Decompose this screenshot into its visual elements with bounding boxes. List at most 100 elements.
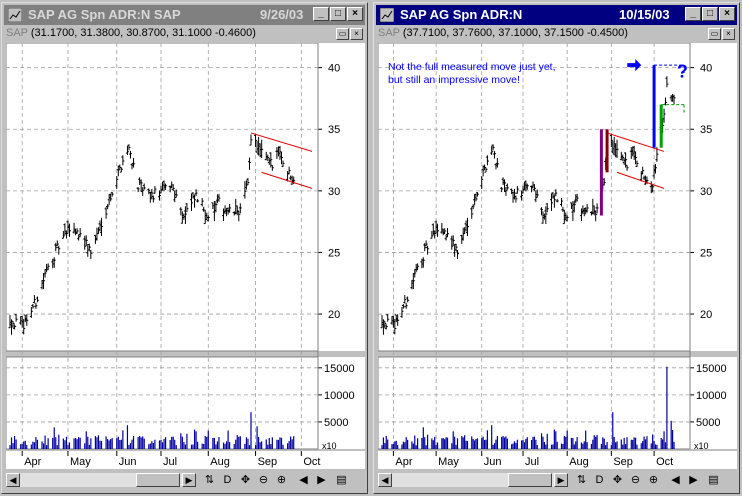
volume-unit-label: x10 <box>322 441 337 451</box>
price-tick-label: 25 <box>328 247 340 259</box>
price-volume-chart[interactable]: 20 25 30 35 40 5000 10000 15000 x10 Apr May Jun Jul A… <box>378 43 737 473</box>
chart-window-right[interactable]: SAP AG Spn ADR:N 10/15/03 _ □ × SAP (37.71… <box>373 2 740 494</box>
month-tick-label: Jun <box>119 456 137 468</box>
price-pane <box>378 43 691 352</box>
refresh-icon[interactable]: ⇅ <box>204 474 215 486</box>
scroll-thumb[interactable] <box>136 473 180 487</box>
refresh-icon[interactable]: ⇅ <box>576 474 587 486</box>
pane-restore-button[interactable]: ▭ <box>336 28 349 40</box>
month-tick-label: Sep <box>258 456 278 468</box>
scroll-left-button[interactable]: ◀ <box>6 473 20 487</box>
month-tick-label: May <box>438 456 459 468</box>
chart-window-left[interactable]: SAP AG Spn ADR:N SAP 9/26/03 _ □ × SAP (31… <box>1 2 368 494</box>
volume-tick-label: 10000 <box>324 390 355 402</box>
zoom-in-icon[interactable]: ⊕ <box>648 474 659 486</box>
price-tick-label: 40 <box>700 63 712 75</box>
prev-icon[interactable]: ◀ <box>299 474 308 486</box>
price-tick-label: 20 <box>700 309 712 321</box>
close-button[interactable]: × <box>719 7 735 21</box>
channel-upper-line <box>250 132 313 152</box>
title-bar[interactable]: SAP AG Spn ADR:N SAP 9/26/03 _ □ × <box>4 5 365 25</box>
month-tick-label: May <box>70 456 91 468</box>
minimize-button[interactable]: _ <box>685 7 701 21</box>
daily-icon[interactable]: D <box>223 474 232 486</box>
price-axis-area <box>690 43 737 351</box>
volume-tick-label: 10000 <box>696 390 727 402</box>
volume-pane <box>6 356 319 450</box>
title-bar[interactable]: SAP AG Spn ADR:N 10/15/03 _ □ × <box>376 5 737 25</box>
channel-lower-line <box>616 171 665 189</box>
bottom-toolbar: ◀ ▶ ⇅ D ✥ ⊖ ⊕ ◀ ▶ ▤ <box>6 473 363 489</box>
price-volume-chart[interactable]: 20 25 30 35 40 5000 10000 15000 x10 Apr May Jun Jul A… <box>6 43 365 473</box>
scroll-right-button[interactable]: ▶ <box>554 473 568 487</box>
price-pane-header: SAP (37.7100, 37.7600, 37.1000, 37.1500 … <box>378 27 735 42</box>
month-tick-label: Jul <box>525 456 539 468</box>
month-tick-label: Jun <box>484 456 502 468</box>
scroll-thumb[interactable] <box>508 473 552 487</box>
volume-unit-label: x10 <box>694 441 709 451</box>
annotation-line-1: Not the full measured move just yet, <box>388 61 556 73</box>
daily-icon[interactable]: D <box>595 474 604 486</box>
chart-app-icon <box>8 8 22 22</box>
time-axis-area <box>6 451 365 469</box>
prev-icon[interactable]: ◀ <box>671 474 680 486</box>
scroll-right-button[interactable]: ▶ <box>182 473 196 487</box>
price-tick-label: 35 <box>700 124 712 136</box>
window-title: SAP AG Spn ADR:N SAP <box>28 7 181 22</box>
channel-upper-line <box>606 132 665 152</box>
price-axis-area <box>318 43 365 351</box>
next-icon[interactable]: ▶ <box>689 474 698 486</box>
symbol-label: SAP <box>6 27 28 39</box>
pan-icon[interactable]: ✥ <box>240 474 251 486</box>
minimize-button[interactable]: _ <box>313 7 329 21</box>
price-pane-header: SAP (31.1700, 31.3800, 30.8700, 31.1000 … <box>6 27 363 42</box>
close-button[interactable]: × <box>347 7 363 21</box>
chart-app-icon <box>380 8 394 22</box>
volume-axis-area <box>318 357 365 449</box>
maximize-button[interactable]: □ <box>330 7 346 21</box>
volume-tick-label: 15000 <box>324 363 355 375</box>
scroll-left-button[interactable]: ◀ <box>378 473 392 487</box>
price-tick-label: 40 <box>328 63 340 75</box>
month-tick-label: Oct <box>303 456 320 468</box>
window-date: 9/26/03 <box>260 7 304 22</box>
volume-tick-label: 5000 <box>324 417 348 429</box>
month-tick-label: Sep <box>613 456 633 468</box>
pane-restore-button[interactable]: ▭ <box>708 28 721 40</box>
window-date: 10/15/03 <box>619 7 670 22</box>
time-axis-area <box>378 451 737 469</box>
price-tick-label: 35 <box>328 124 340 136</box>
annotation-line-2: but still an impressive move! <box>388 74 520 86</box>
price-tick-label: 30 <box>700 186 712 198</box>
price-pane <box>6 43 319 352</box>
volume-tick-label: 15000 <box>696 363 727 375</box>
month-tick-label: Oct <box>656 456 673 468</box>
volume-axis-area <box>690 357 737 449</box>
month-tick-label: Apr <box>395 456 412 468</box>
price-tick-label: 20 <box>328 309 340 321</box>
zoom-out-icon[interactable]: ⊖ <box>258 474 269 486</box>
next-icon[interactable]: ▶ <box>317 474 326 486</box>
symbol-label: SAP <box>378 27 400 39</box>
window-icon[interactable]: ▤ <box>336 474 347 486</box>
zoom-out-icon[interactable]: ⊖ <box>630 474 641 486</box>
ohlc-readout: (31.1700, 31.3800, 30.8700, 31.1000 -0.4… <box>30 27 256 39</box>
ohlc-readout: (37.7100, 37.7600, 37.1000, 37.1500 -0.4… <box>402 27 628 39</box>
window-title: SAP AG Spn ADR:N <box>400 7 523 22</box>
arrow-right-icon <box>627 59 642 72</box>
month-tick-label: Aug <box>569 456 589 468</box>
pane-close-button[interactable]: × <box>722 28 735 40</box>
channel-lower-line <box>261 171 313 189</box>
price-tick-label: 25 <box>700 247 712 259</box>
pane-close-button[interactable]: × <box>350 28 363 40</box>
bottom-toolbar: ◀ ▶ ⇅ D ✥ ⊖ ⊕ ◀ ▶ ▤ <box>378 473 735 489</box>
volume-tick-label: 5000 <box>696 417 720 429</box>
month-tick-label: Jul <box>163 456 177 468</box>
window-icon[interactable]: ▤ <box>708 474 719 486</box>
pan-icon[interactable]: ✥ <box>612 474 623 486</box>
month-tick-label: Apr <box>24 456 41 468</box>
maximize-button[interactable]: □ <box>702 7 718 21</box>
volume-pane <box>378 356 691 450</box>
zoom-in-icon[interactable]: ⊕ <box>276 474 287 486</box>
price-tick-label: 30 <box>328 186 340 198</box>
